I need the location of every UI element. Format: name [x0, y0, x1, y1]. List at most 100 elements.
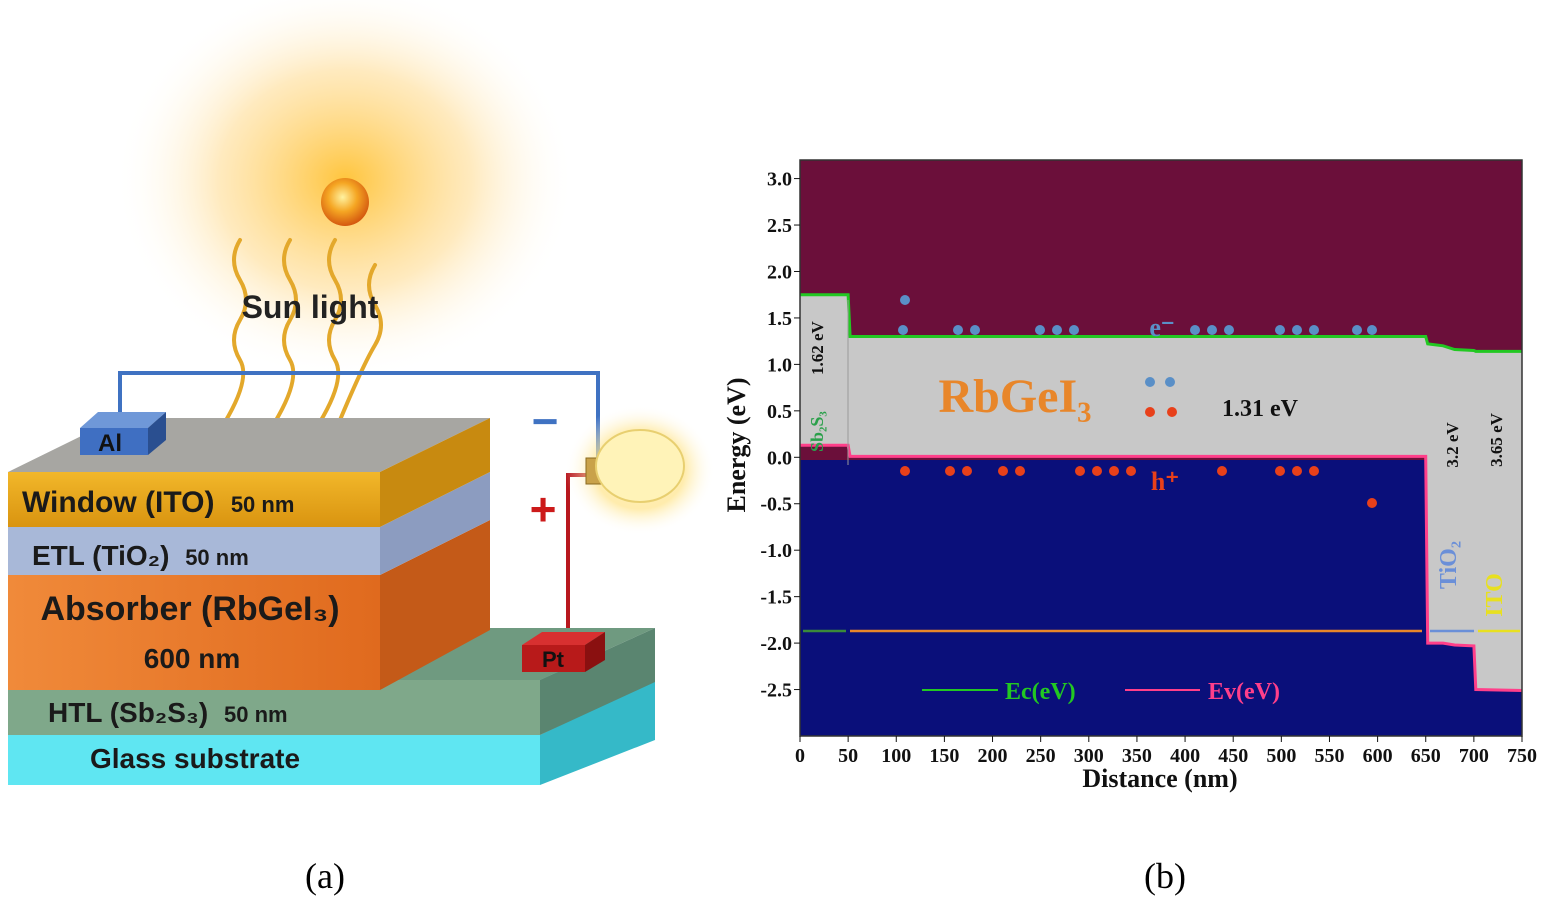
- htl-thickness: 50 nm: [224, 702, 288, 727]
- gap-absorber: 1.31 eV: [1222, 396, 1299, 422]
- window-name: Window (ITO): [22, 486, 214, 519]
- absorber-label: Absorber (RbGeI₃): [40, 590, 339, 628]
- electron-dot: [900, 295, 910, 305]
- y-tick-label: -2.0: [760, 633, 792, 655]
- y-tick-label: -1.0: [760, 540, 792, 562]
- x-tick-label: 400: [1170, 745, 1200, 767]
- hole-dot: [1109, 466, 1119, 476]
- y-tick-label: -2.5: [760, 680, 792, 702]
- gap-tco: 3.65 eV: [1487, 412, 1506, 467]
- x-tick-label: 600: [1363, 745, 1393, 767]
- x-tick-label: 300: [1074, 745, 1104, 767]
- hole-dot: [1217, 466, 1227, 476]
- x-tick-label: 650: [1411, 745, 1441, 767]
- htl-label: HTL (Sb₂S₃) 50 nm: [48, 697, 288, 728]
- substrate-front: [8, 733, 540, 785]
- electron-dot: [1224, 325, 1234, 335]
- electron-dot: [898, 325, 908, 335]
- x-tick-label: 450: [1218, 745, 1248, 767]
- gap-htl: 1.62 eV: [808, 320, 827, 375]
- band-diagram: 0 50 100 150 200 250 300 350 400 450 500 550 600 650 7…: [722, 159, 1537, 896]
- y-tick-label: 1.5: [767, 308, 792, 330]
- etl-label: ETL (TiO₂) 50 nm: [32, 540, 249, 571]
- ev-line: [800, 443, 1523, 692]
- window-front: [8, 472, 380, 527]
- ec-line: [800, 293, 1522, 353]
- sun-icon: [321, 178, 369, 226]
- x-tick-label: 250: [1026, 745, 1056, 767]
- x-tick-label: 100: [881, 745, 911, 767]
- hole-dot: [900, 466, 910, 476]
- y-tick-label: 2.5: [767, 215, 792, 237]
- plot-area-bottom: [800, 460, 1522, 736]
- hole-label: h⁺: [1151, 467, 1179, 496]
- al-label: Al: [98, 430, 122, 457]
- y-tick-label: 2.0: [767, 261, 792, 283]
- htl-name: HTL (Sb₂S₃): [48, 697, 208, 728]
- electron-dot: [1035, 325, 1045, 335]
- y-tick-label: 0.5: [767, 401, 792, 423]
- window-thickness: 50 nm: [231, 492, 295, 517]
- electron-dot: [1367, 325, 1377, 335]
- electron-dot: [953, 325, 963, 335]
- hole-dot: [1075, 466, 1085, 476]
- caption-b: (b): [1144, 856, 1186, 896]
- plus-sign: +: [530, 483, 557, 535]
- electron-dot: [1069, 325, 1079, 335]
- electron-dots: [898, 295, 1377, 387]
- gap-etl: 3.2 eV: [1443, 422, 1462, 468]
- legend: Ec(eV) Ev(eV): [922, 679, 1280, 705]
- electron-dot: [1309, 325, 1319, 335]
- hole-dot: [1309, 466, 1319, 476]
- sun-label: Sun light: [242, 289, 379, 325]
- legend-ev-label: Ev(eV): [1208, 679, 1280, 705]
- htl-side: [540, 628, 655, 735]
- electron-dot: [1145, 377, 1155, 387]
- absorber-thickness: 600 nm: [144, 643, 241, 674]
- hole-dot: [945, 466, 955, 476]
- hole-dot: [962, 466, 972, 476]
- x-tick-label: 150: [929, 745, 959, 767]
- y-tick-label: -0.5: [760, 494, 792, 516]
- etl-name: ETL (TiO₂): [32, 540, 169, 571]
- light-rays: [218, 238, 383, 432]
- electron-dot: [1352, 325, 1362, 335]
- label-etl: TiO₂: [1436, 541, 1462, 589]
- electron-label: e⁻: [1149, 313, 1174, 342]
- hole-dot: [1167, 407, 1177, 417]
- legend-ec-label: Ec(eV): [1005, 679, 1076, 705]
- minus-sign: −: [532, 395, 559, 447]
- electron-dot: [1275, 325, 1285, 335]
- light-bulb-icon: [585, 429, 685, 503]
- y-tick-label: 3.0: [767, 169, 792, 191]
- electron-dot: [1052, 325, 1062, 335]
- electron-dot: [1207, 325, 1217, 335]
- x-tick-label: 50: [838, 745, 858, 767]
- hole-dot: [1275, 466, 1285, 476]
- substrate-side: [540, 680, 655, 785]
- x-tick-label: 0: [795, 745, 805, 767]
- al-electrode: Al: [80, 412, 166, 457]
- axis-ticks: 0 50 100 150 200 250 300 350 400 450 500 550 600 650 7…: [760, 169, 1537, 767]
- substrate-label: Glass substrate: [90, 743, 300, 774]
- pt-electrode: Pt: [522, 632, 605, 672]
- x-tick-label: 500: [1266, 745, 1296, 767]
- hole-dot: [1367, 498, 1377, 508]
- caption-a: (a): [305, 856, 345, 896]
- x-tick-label: 550: [1314, 745, 1344, 767]
- y-tick-label: -1.5: [760, 587, 792, 609]
- plot-frame: [799, 159, 1523, 737]
- absorber-front: [8, 573, 380, 690]
- absorber-side: [380, 520, 490, 690]
- pt-label: Pt: [542, 647, 565, 672]
- label-tco: ITO: [1482, 573, 1508, 617]
- hole-dots: [900, 407, 1377, 508]
- hole-dot: [1126, 466, 1136, 476]
- electron-dot: [970, 325, 980, 335]
- electron-dot: [1292, 325, 1302, 335]
- x-tick-label: 750: [1507, 745, 1537, 767]
- x-axis-label: Distance (nm): [1082, 764, 1237, 793]
- hole-dot: [998, 466, 1008, 476]
- etl-side: [380, 472, 490, 575]
